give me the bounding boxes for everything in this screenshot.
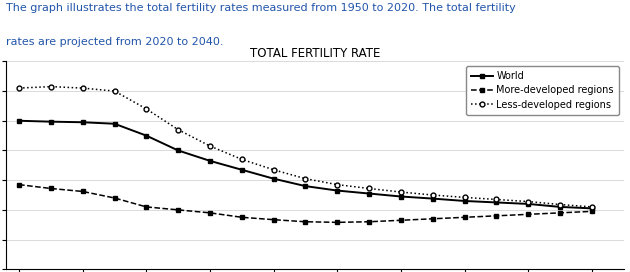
Line: World: World [16,118,594,211]
More-developed regions [142,205,150,209]
More-developed regions [270,218,277,221]
More-developed regions [206,211,214,215]
Less-developed regions [333,183,341,186]
Less-developed regions [556,203,564,206]
More-developed regions [333,221,341,224]
World [47,120,55,123]
More-developed regions [524,213,532,216]
More-developed regions [556,211,564,215]
Less-developed regions [111,89,118,93]
World [175,149,182,152]
More-developed regions [79,190,86,193]
More-developed regions [15,183,23,186]
World [524,202,532,206]
World [270,177,277,180]
World [15,119,23,122]
More-developed regions [493,214,500,217]
Less-developed regions [79,86,86,90]
Less-developed regions [47,85,55,88]
Less-developed regions [365,187,373,190]
Less-developed regions [270,168,277,171]
World [397,195,404,198]
Text: The graph illustrates the total fertility rates measured from 1950 to 2020. The : The graph illustrates the total fertilit… [6,3,516,13]
More-developed regions [47,187,55,190]
More-developed regions [429,217,437,220]
World [333,189,341,192]
World [111,122,118,125]
World [302,184,309,188]
Less-developed regions [302,177,309,180]
World [142,134,150,137]
World [238,168,246,171]
World [588,207,595,210]
More-developed regions [111,196,118,200]
More-developed regions [238,216,246,219]
Less-developed regions [429,193,437,197]
Less-developed regions [206,144,214,148]
Legend: World, More-developed regions, Less-developed regions: World, More-developed regions, Less-deve… [466,66,619,115]
World [365,192,373,195]
Less-developed regions [524,200,532,203]
More-developed regions [302,220,309,223]
Less-developed regions [461,196,468,199]
More-developed regions [588,210,595,213]
World [493,201,500,204]
More-developed regions [397,219,404,222]
World [79,120,86,124]
Less-developed regions [493,198,500,201]
Less-developed regions [175,128,182,131]
World [556,205,564,209]
World [429,197,437,200]
Line: Less-developed regions: Less-developed regions [16,84,594,209]
Less-developed regions [588,205,595,209]
More-developed regions [461,216,468,219]
More-developed regions [365,220,373,223]
More-developed regions [175,208,182,212]
Text: rates are projected from 2020 to 2040.: rates are projected from 2020 to 2040. [6,37,224,47]
Less-developed regions [238,158,246,161]
World [461,199,468,203]
Less-developed regions [397,190,404,194]
Title: TOTAL FERTILITY RATE: TOTAL FERTILITY RATE [250,47,380,60]
Less-developed regions [15,86,23,90]
Line: More-developed regions: More-developed regions [16,182,594,225]
World [206,159,214,162]
Less-developed regions [142,107,150,110]
